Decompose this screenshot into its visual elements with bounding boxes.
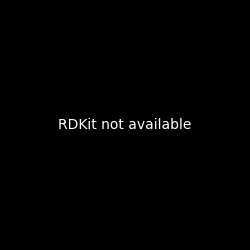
Text: RDKit not available: RDKit not available: [58, 118, 192, 132]
